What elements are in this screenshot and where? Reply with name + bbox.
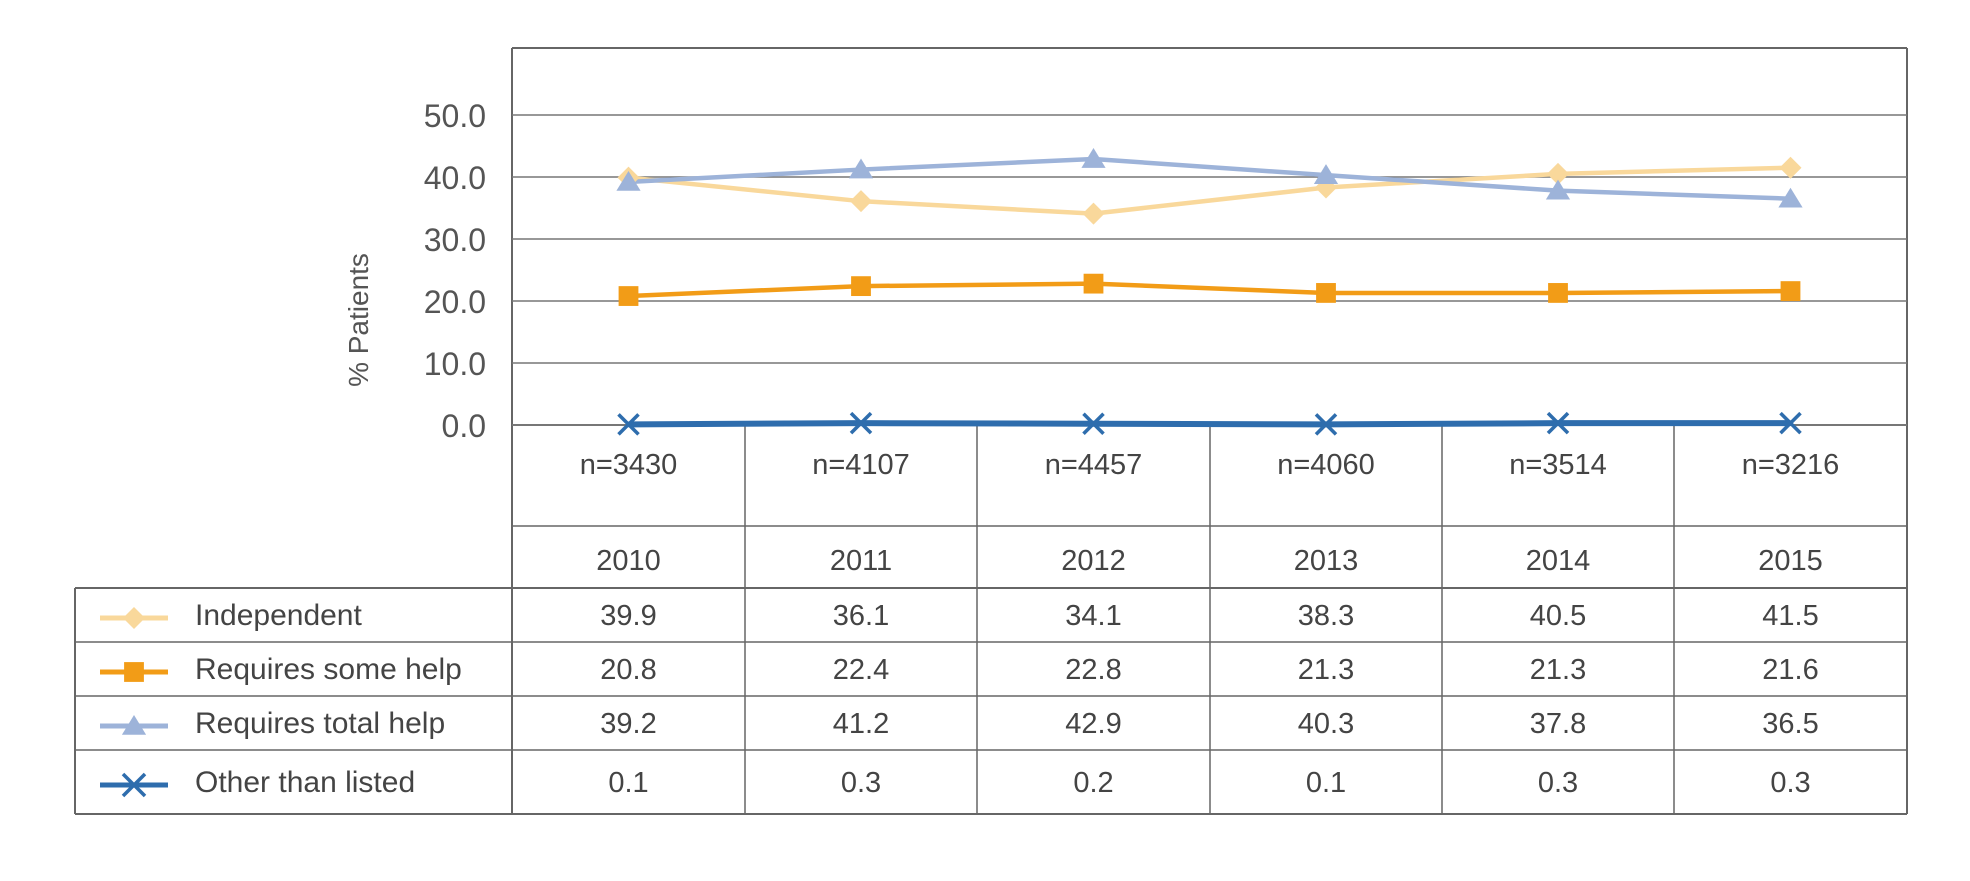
- legend-label-independent: Independent: [195, 599, 362, 632]
- x-marker-stroke: [1314, 413, 1338, 436]
- legend-marker-other-than-listed: [121, 772, 147, 798]
- table-cell-value: 40.5: [1530, 600, 1586, 632]
- table-row: Other than listed 0.1 0.3 0.2 0.1 0.3 0.3: [100, 766, 1811, 799]
- x-tick-label: 2010: [596, 545, 661, 577]
- data-point-requires-total-help: [1313, 164, 1339, 184]
- legend-marker-independent: [123, 607, 145, 629]
- legend-marker-requires-total-help: [121, 715, 147, 735]
- data-point-other-than-listed: [849, 411, 873, 435]
- table-cell-value: 20.8: [600, 654, 656, 686]
- table-cell-value: 0.1: [1306, 767, 1346, 799]
- table-cell-value: 42.9: [1065, 708, 1121, 740]
- x-marker-stroke: [617, 413, 640, 436]
- table-cell-value: 40.3: [1298, 708, 1354, 740]
- y-tick-label: 20.0: [424, 284, 486, 320]
- table-cell-value: 21.3: [1298, 654, 1354, 686]
- data-point-other-than-listed: [1314, 413, 1338, 436]
- data-point-requires-some-help: [1780, 281, 1801, 301]
- y-axis-label: % Patients: [343, 253, 374, 387]
- data-table-rows: Independent 39.9 36.1 34.1 38.3 40.5 41.5 Requi…: [100, 599, 1819, 799]
- table-row: Independent 39.9 36.1 34.1 38.3 40.5 41.5: [100, 599, 1819, 632]
- table-cell-value: 21.3: [1530, 654, 1586, 686]
- data-point-requires-total-help: [1545, 179, 1571, 200]
- table-cell-value: 22.8: [1065, 654, 1121, 686]
- sample-size-label: n=3216: [1742, 449, 1840, 481]
- data-point-requires-total-help: [616, 170, 641, 191]
- series-line-other-than-listed: [628, 420, 1791, 428]
- table-cell-value: 38.3: [1298, 600, 1354, 632]
- table-row: Requires some help 20.8 22.4 22.8 21.3 21.3 21…: [100, 653, 1819, 686]
- legend-label-other-than-listed: Other than listed: [195, 766, 415, 799]
- series-markers: [616, 148, 1803, 436]
- table-cell-value: 0.1: [608, 767, 648, 799]
- sample-size-label: n=4060: [1277, 449, 1375, 481]
- x-tick-label: 2013: [1294, 545, 1359, 577]
- data-point-requires-some-help: [1083, 273, 1104, 294]
- data-point-other-than-listed: [1546, 411, 1570, 435]
- legend-label-requires-some-help: Requires some help: [195, 653, 462, 686]
- data-point-other-than-listed: [617, 413, 640, 436]
- x-marker-stroke: [1546, 411, 1570, 435]
- series-line-independent: [628, 165, 1791, 216]
- sample-size-label: n=4107: [812, 449, 910, 481]
- y-axis-ticks: 0.0 10.0 20.0 30.0 40.0 50.0: [424, 98, 486, 444]
- table-cell-value: 34.1: [1065, 600, 1121, 632]
- sample-size-label: n=3430: [580, 449, 678, 481]
- gridlines: [512, 114, 1907, 426]
- y-tick-label: 50.0: [424, 98, 486, 134]
- x-marker-stroke: [121, 772, 147, 798]
- table-row: Requires total help 39.2 41.2 42.9 40.3 37.8 3…: [100, 707, 1819, 740]
- table-cell-value: 41.5: [1762, 600, 1818, 632]
- y-tick-label: 30.0: [424, 222, 486, 258]
- data-point-requires-total-help: [1081, 148, 1106, 168]
- legend-label-requires-total-help: Requires total help: [195, 707, 445, 740]
- plot-frame: [511, 47, 1908, 814]
- data-point-independent: [1779, 156, 1802, 179]
- x-marker-stroke: [849, 411, 873, 435]
- table-cell-value: 0.3: [1538, 767, 1578, 799]
- table-cell-value: 36.1: [833, 600, 889, 632]
- y-tick-label: 0.0: [442, 408, 486, 444]
- table-cell-value: 21.6: [1762, 654, 1818, 686]
- data-table-grid: [74, 425, 1907, 815]
- table-cell-value: 0.3: [1770, 767, 1810, 799]
- y-tick-label: 10.0: [424, 346, 486, 382]
- table-cell-value: 37.8: [1530, 708, 1586, 740]
- data-point-independent: [850, 190, 872, 213]
- table-cell-value: 39.9: [600, 600, 656, 632]
- x-axis-year-labels: 2010 2011 2012 2013 2014 2015: [596, 545, 1823, 577]
- data-point-requires-total-help: [1778, 187, 1803, 208]
- x-tick-label: 2012: [1061, 545, 1126, 577]
- data-point-requires-total-help: [848, 158, 874, 179]
- y-tick-label: 40.0: [424, 160, 486, 196]
- series-lines: [628, 156, 1791, 428]
- sample-size-label: n=4457: [1045, 449, 1143, 481]
- x-tick-label: 2014: [1526, 545, 1591, 577]
- legend-marker-requires-some-help: [124, 662, 144, 682]
- series-line-requires-total-help: [628, 156, 1791, 201]
- table-cell-value: 41.2: [833, 708, 889, 740]
- table-cell-value: 39.2: [600, 708, 656, 740]
- data-point-independent: [1082, 202, 1105, 225]
- x-tick-label: 2015: [1758, 545, 1823, 577]
- data-point-requires-some-help: [851, 276, 871, 297]
- table-cell-value: 0.3: [841, 767, 881, 799]
- data-point-other-than-listed: [1082, 412, 1105, 435]
- x-marker-stroke: [1779, 411, 1802, 435]
- sample-size-label: n=3514: [1509, 449, 1607, 481]
- data-point-other-than-listed: [1779, 411, 1802, 435]
- x-marker-stroke: [1082, 412, 1105, 435]
- table-cell-value: 36.5: [1762, 708, 1818, 740]
- series-line-requires-some-help: [628, 281, 1791, 299]
- data-point-requires-some-help: [1548, 283, 1568, 303]
- sample-size-labels: n=3430 n=4107 n=4457 n=4060 n=3514 n=3216: [580, 449, 1840, 481]
- data-point-independent: [1547, 162, 1569, 185]
- table-cell-value: 0.2: [1073, 767, 1113, 799]
- data-point-requires-some-help: [1316, 283, 1336, 303]
- table-cell-value: 22.4: [833, 654, 889, 686]
- data-point-requires-some-help: [618, 286, 639, 306]
- x-tick-label: 2011: [830, 545, 892, 577]
